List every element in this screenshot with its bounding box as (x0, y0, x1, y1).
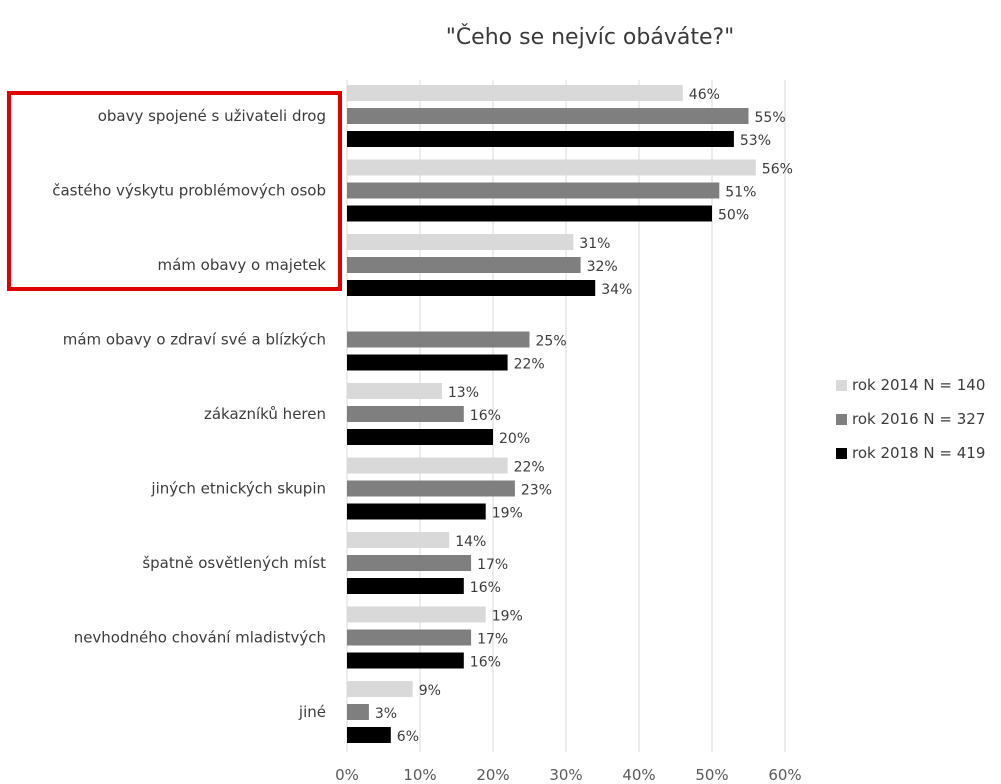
category-label: špatně osvětlených míst (142, 554, 326, 572)
bar (347, 354, 508, 371)
legend-swatch (836, 414, 847, 425)
data-label: 22% (514, 460, 545, 476)
bar (347, 108, 749, 124)
data-label: 6% (397, 729, 419, 745)
bar (347, 131, 734, 147)
legend-label: rok 2016 N = 327 (852, 410, 985, 428)
bar (347, 159, 756, 176)
data-label: 19% (492, 506, 523, 522)
x-tick-label: 50% (695, 766, 728, 784)
x-tick-label: 60% (768, 766, 801, 784)
category-label: častého výskytu problémových osob (52, 182, 326, 200)
data-label: 32% (587, 259, 618, 275)
highlight-box (7, 91, 342, 291)
data-label: 3% (375, 706, 397, 722)
legend-label: rok 2014 N = 140 (852, 376, 985, 394)
category-label: nevhodného chování mladistvých (74, 629, 326, 647)
category-label: jiných etnických skupin (150, 480, 326, 498)
data-label: 46% (689, 87, 720, 103)
data-label: 53% (740, 133, 771, 149)
bar (347, 555, 472, 571)
data-label: 16% (470, 655, 501, 671)
category-label: obavy spojené s uživateli drog (98, 107, 326, 125)
x-tick-label: 10% (403, 766, 436, 784)
data-label: 19% (492, 609, 523, 625)
category-label: jiné (298, 703, 326, 721)
legend-swatch (836, 448, 847, 459)
data-label: 20% (499, 431, 530, 447)
data-label: 14% (455, 534, 486, 550)
bar (347, 629, 472, 646)
legend-label: rok 2018 N = 419 (852, 444, 985, 462)
bar (347, 429, 493, 445)
bar (347, 606, 486, 623)
bar (347, 85, 683, 101)
bar (347, 280, 596, 296)
data-label: 55% (755, 110, 786, 126)
data-label: 50% (718, 208, 749, 224)
bar (347, 704, 369, 720)
bar (347, 727, 391, 743)
data-label: 23% (521, 483, 552, 499)
bar (347, 383, 442, 399)
bar (347, 205, 712, 222)
data-label: 25% (536, 334, 567, 350)
bar (347, 406, 464, 422)
bar (347, 503, 486, 520)
data-label: 22% (514, 357, 545, 373)
legend-swatch (836, 380, 847, 391)
data-label: 16% (470, 408, 501, 424)
bar (347, 457, 508, 474)
bar (347, 578, 464, 594)
bar (347, 532, 450, 548)
data-label: 16% (470, 580, 501, 596)
x-tick-label: 20% (476, 766, 509, 784)
category-label: zákazníků heren (204, 405, 326, 423)
data-label: 17% (477, 557, 508, 573)
bar (347, 681, 413, 697)
bar (347, 182, 720, 199)
bar (347, 234, 574, 250)
category-label: mám obavy o majetek (157, 256, 326, 274)
bar (347, 652, 464, 669)
data-label: 31% (579, 236, 610, 252)
x-tick-label: 0% (335, 766, 359, 784)
data-label: 34% (601, 282, 632, 298)
data-label: 13% (448, 385, 479, 401)
bar (347, 331, 530, 348)
x-tick-label: 30% (549, 766, 582, 784)
data-label: 17% (477, 632, 508, 648)
x-tick-label: 40% (622, 766, 655, 784)
bar (347, 480, 515, 497)
data-label: 56% (762, 162, 793, 178)
category-label: mám obavy o zdraví své a blízkých (63, 331, 326, 349)
data-label: 9% (419, 683, 441, 699)
chart-title: "Čeho se nejvíc obáváte?" (446, 24, 735, 50)
bar (347, 257, 581, 273)
data-label: 51% (725, 185, 756, 201)
